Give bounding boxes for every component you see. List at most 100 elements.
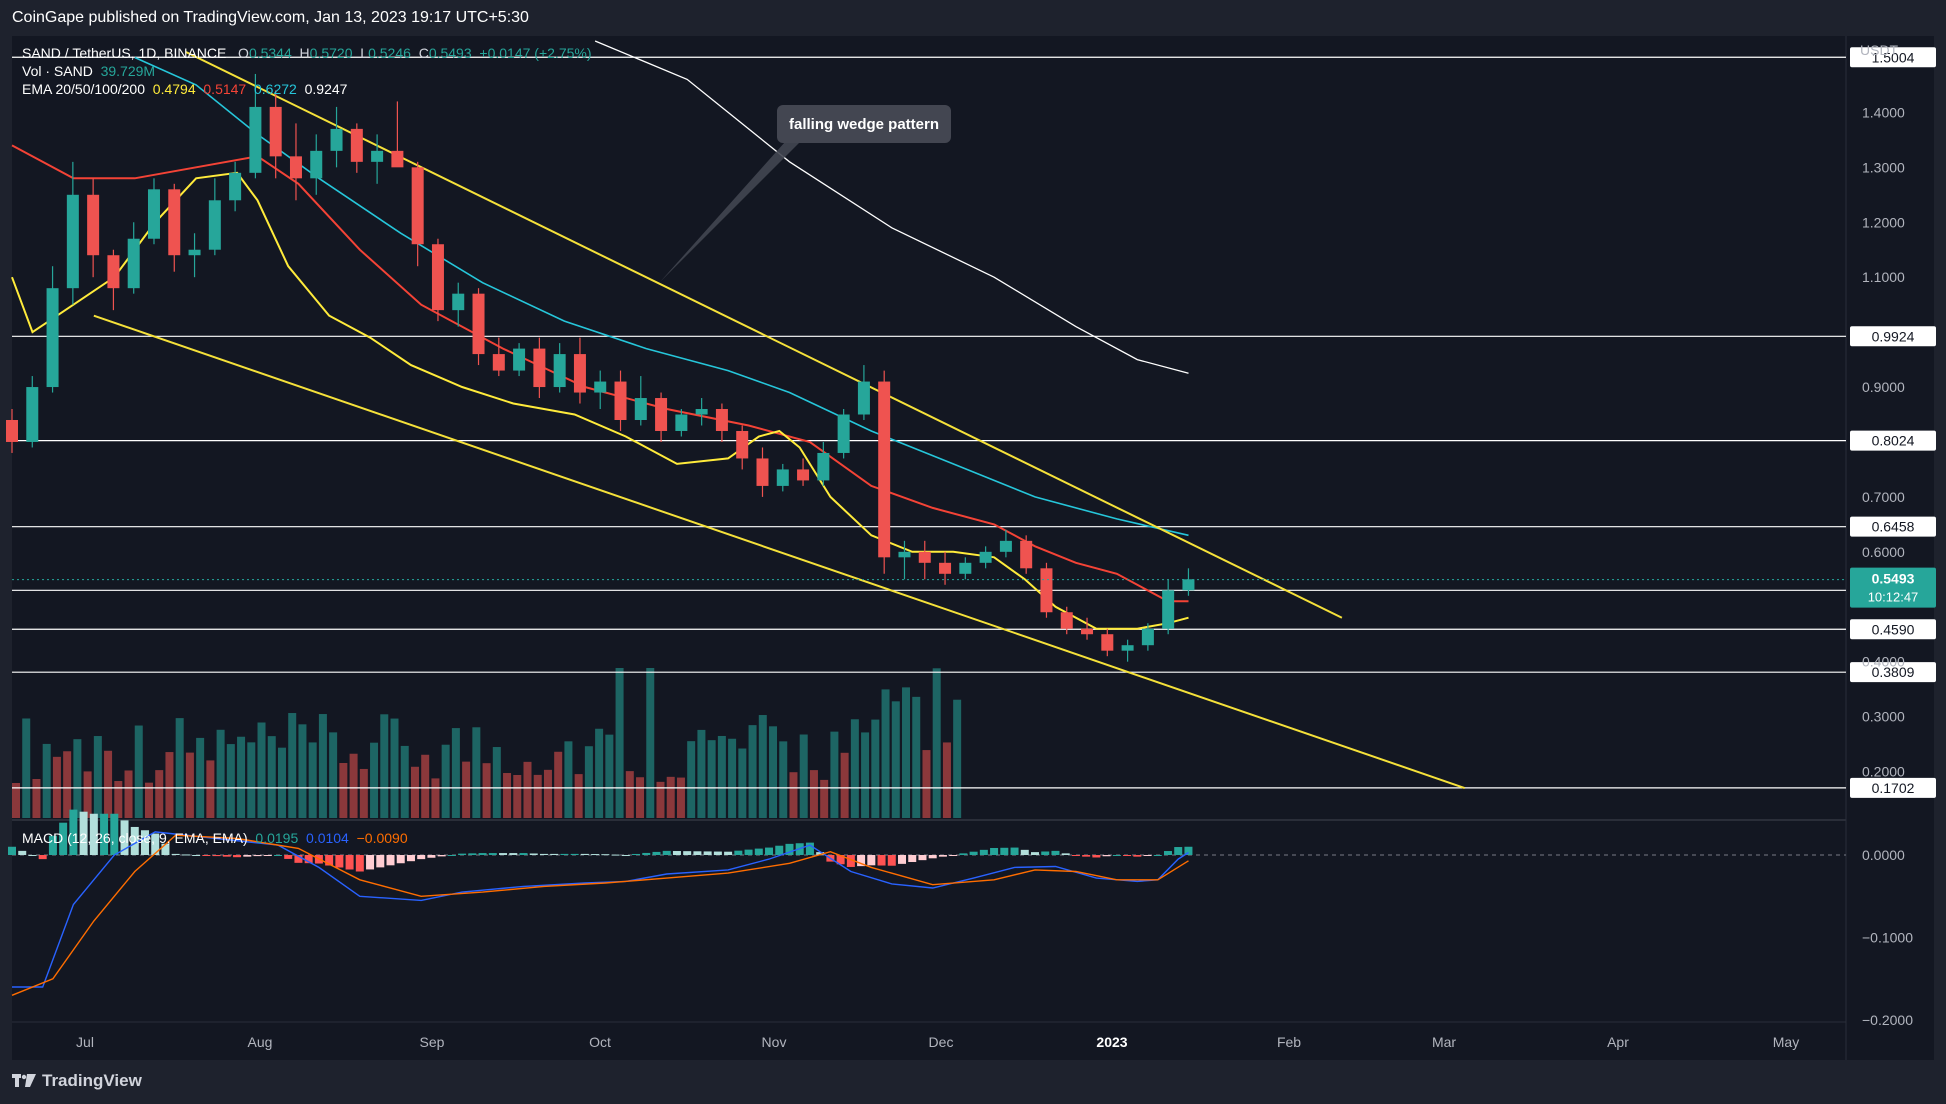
macd-legend: MACD (12, 26, close, 9, EMA, EMA) 0.0195… — [22, 830, 408, 846]
candle-body — [979, 551, 992, 563]
price-tick-label: 0.3000 — [1862, 709, 1905, 725]
macd-tick-label: −0.1000 — [1862, 930, 1913, 946]
candle-body — [594, 381, 607, 393]
macd-histogram-bar — [1163, 851, 1172, 855]
macd-histogram-bar — [222, 855, 231, 857]
chart-frame — [12, 36, 1934, 1060]
macd-histogram-bar — [539, 853, 548, 855]
macd-histogram-bar — [1112, 855, 1121, 856]
candle-body — [898, 551, 911, 558]
tradingview-wordmark: TradingView — [42, 1071, 142, 1090]
volume-bar — [595, 728, 604, 818]
candle-body — [6, 420, 18, 442]
macd-histogram-bar — [1153, 855, 1162, 856]
ema100-line — [134, 56, 1189, 537]
macd-histogram-bar — [1143, 855, 1152, 856]
macd-histogram-bar — [366, 855, 375, 870]
macd-histogram-bar — [59, 822, 68, 855]
candle-body — [310, 150, 323, 179]
macd-histogram-bar — [161, 843, 170, 855]
candle-body — [249, 106, 262, 173]
macd-histogram-bar — [805, 842, 814, 855]
macd-histogram-bar — [990, 847, 999, 855]
volume-bar — [482, 763, 491, 818]
candle-body — [411, 167, 424, 245]
macd-histogram-bar — [683, 851, 692, 855]
volume-bar — [431, 778, 440, 818]
level-price-tag — [1850, 516, 1936, 537]
macd-histogram-bar — [1082, 855, 1091, 857]
price-tick-label: 0.7000 — [1862, 489, 1905, 505]
macd-histogram-bar — [345, 855, 354, 870]
volume-bar — [175, 718, 184, 818]
volume-bar — [513, 774, 522, 818]
time-tick-label: 2023 — [1096, 1034, 1127, 1050]
volume-bar — [758, 715, 767, 818]
macd-histogram-bar — [959, 853, 968, 855]
candle-body — [1101, 634, 1114, 651]
level-price-tag — [1850, 47, 1936, 68]
volume-bar — [697, 729, 706, 818]
volume-bar — [646, 668, 655, 818]
candle-body — [797, 469, 810, 481]
volume-bar — [339, 763, 348, 818]
volume-bar — [42, 743, 51, 818]
candle-body — [939, 562, 952, 574]
macd-histogram-bar — [867, 855, 876, 866]
candle-body — [675, 414, 688, 431]
volume-bar — [707, 740, 716, 818]
candle-body — [1081, 628, 1094, 635]
volume-bar — [953, 699, 962, 818]
macd-histogram-bar — [601, 854, 610, 856]
volume-bar — [83, 771, 92, 818]
volume-bar — [22, 718, 31, 818]
volume-bar — [370, 742, 379, 818]
macd-histogram-bar — [263, 855, 272, 856]
tradingview-logo[interactable]: TradingView — [12, 1071, 142, 1091]
macd-label[interactable]: MACD (12, 26, close, 9, EMA, EMA) — [22, 830, 248, 846]
candle-body — [1162, 590, 1175, 629]
candle-body — [715, 409, 728, 431]
macd-histogram-bar — [499, 853, 508, 855]
macd-histogram-bar — [28, 855, 37, 856]
candle-body — [857, 381, 870, 415]
candle-body — [959, 562, 972, 574]
volume-bar — [267, 736, 276, 818]
ema50-line — [11, 144, 1189, 603]
time-tick-label: Apr — [1607, 1034, 1629, 1050]
macd-histogram-bar — [529, 853, 538, 855]
volume-bar — [410, 766, 419, 818]
macd-histogram-bar — [908, 855, 917, 863]
level-price-label: 0.9924 — [1872, 328, 1915, 344]
last-price-tag — [1850, 567, 1936, 608]
macd-histogram-bar — [724, 851, 733, 855]
candle-body — [269, 106, 282, 157]
volume-bar — [861, 732, 870, 818]
candle-body — [431, 244, 444, 311]
ema20-line — [11, 171, 1189, 630]
macd-histogram-bar — [233, 855, 242, 858]
macd-histogram-bar — [591, 854, 600, 856]
volume-bar — [359, 768, 368, 818]
price-tick-label: 0.9000 — [1862, 379, 1905, 395]
bar-countdown: 10:12:47 — [1868, 590, 1919, 605]
macd-histogram-bar — [38, 855, 47, 860]
volume-bar — [472, 727, 481, 818]
macd-histogram-bar — [672, 851, 681, 855]
macd-histogram-bar — [8, 846, 16, 855]
macd-histogram-bar — [192, 855, 201, 856]
macd-histogram-bar — [642, 852, 651, 855]
falling-wedge-annotation: falling wedge pattern — [777, 105, 951, 143]
price-tick-label: 1.3000 — [1862, 159, 1905, 175]
candle-body — [553, 354, 566, 388]
macd-histogram-bar — [1174, 847, 1183, 855]
candle-body — [391, 150, 404, 168]
candle-body — [837, 414, 850, 453]
candle-body — [573, 354, 586, 393]
volume-bar — [830, 731, 839, 818]
ema200-line — [594, 40, 1189, 374]
candle-body — [614, 381, 627, 420]
level-price-label: 0.8024 — [1872, 433, 1915, 449]
macd-histogram-bar — [652, 851, 661, 855]
